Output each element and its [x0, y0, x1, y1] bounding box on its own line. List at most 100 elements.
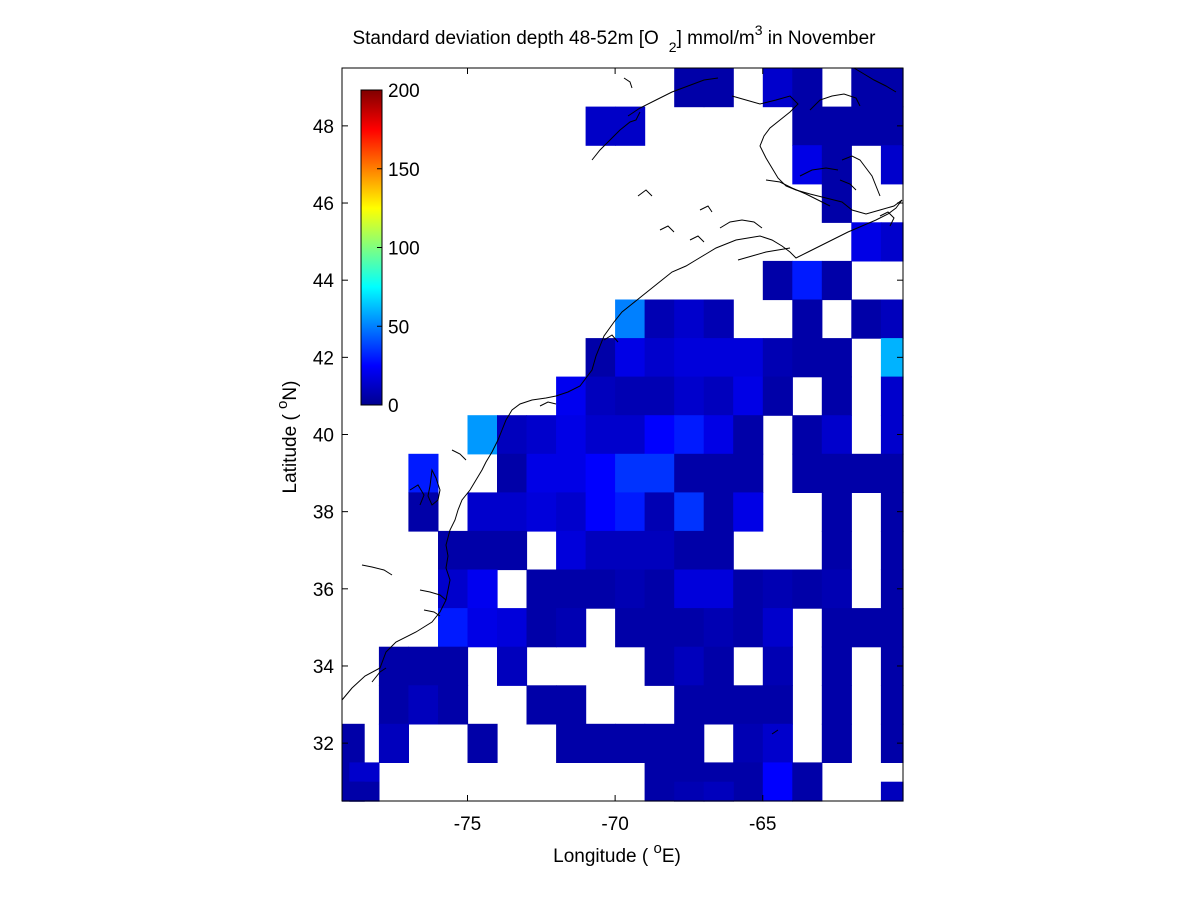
heatmap-cell	[703, 492, 734, 532]
heatmap-cell	[615, 492, 646, 532]
heatmap-cell	[467, 415, 498, 455]
y-tick-label: 48	[313, 117, 334, 138]
heatmap-cell	[762, 260, 793, 301]
heatmap-cell	[438, 608, 469, 648]
heatmap-cell	[762, 723, 793, 763]
heatmap-cell	[467, 608, 498, 648]
heatmap-cell	[526, 608, 557, 648]
y-tick-label: 40	[313, 426, 334, 447]
heatmap-cell	[821, 530, 852, 571]
heatmap-cell	[762, 685, 793, 725]
heatmap-cell	[880, 376, 904, 416]
x-tick-label: -65	[749, 814, 776, 835]
heatmap-cell	[644, 569, 675, 609]
heatmap-cell	[674, 608, 705, 648]
heatmap-cell	[674, 453, 705, 493]
heatmap-cell	[674, 376, 705, 416]
heatmap-cell	[762, 68, 793, 108]
y-label-degree-sup: o	[274, 401, 291, 409]
heatmap-cell	[674, 415, 705, 455]
heatmap-cell	[821, 415, 852, 455]
heatmap-cell	[733, 762, 764, 802]
title-superscript: 3	[755, 22, 763, 38]
heatmap-cell	[792, 145, 823, 185]
heatmap-cell	[821, 376, 852, 416]
heatmap-cell	[644, 646, 675, 686]
y-axis-ticks: 32 34 36 38 40 42 44 46 48	[313, 117, 903, 755]
heatmap-cell	[497, 453, 528, 493]
heatmap-cell	[674, 646, 705, 686]
title-subscript: 2	[669, 39, 677, 55]
chart-title: Standard deviation depth 48-52m [O 2] mmo…	[352, 22, 876, 55]
y-tick-label: 32	[313, 734, 334, 755]
heatmap-cell	[851, 608, 882, 648]
heatmap-cell	[762, 646, 793, 686]
heatmap-cell	[851, 299, 882, 339]
heatmap-cell	[615, 723, 646, 763]
heatmap-cell	[585, 376, 616, 416]
heatmap-cell	[467, 492, 498, 532]
heatmap-cell	[733, 415, 764, 455]
heatmap-cell	[615, 415, 646, 455]
heatmap-cell	[880, 338, 904, 378]
y-tick-label: 36	[313, 580, 334, 601]
heatmap-cell	[438, 530, 469, 571]
heatmap-cell	[703, 646, 734, 686]
heatmap-cell	[585, 453, 616, 493]
heatmap-cell	[615, 608, 646, 648]
heatmap-cell	[585, 106, 616, 146]
heatmap-cell	[880, 723, 904, 763]
heatmap-cell	[556, 569, 587, 609]
heatmap-cell	[703, 415, 734, 455]
heatmap-cell	[644, 453, 675, 493]
heatmap-cell	[556, 453, 587, 493]
heatmap-cell	[880, 646, 904, 686]
heatmap-cell	[792, 569, 823, 609]
x-tick-label: -70	[601, 814, 628, 835]
heatmap-cell	[585, 492, 616, 532]
heatmap-cell	[703, 569, 734, 609]
heatmap-cell	[792, 106, 823, 146]
heatmap-cell	[615, 453, 646, 493]
colorbar-tick-label: 150	[388, 160, 420, 181]
heatmap-cell	[821, 338, 852, 378]
heatmap-cell	[497, 530, 528, 571]
heatmap-cell	[880, 781, 904, 802]
heatmap-cell	[792, 260, 823, 301]
colorbar-tick-label: 200	[388, 81, 420, 102]
heatmap-cell	[762, 376, 793, 416]
heatmap-cell	[467, 530, 498, 571]
heatmap-cell	[762, 569, 793, 609]
heatmap-cell	[674, 338, 705, 378]
heatmap-cell	[821, 260, 852, 301]
heatmap-cell	[467, 723, 498, 763]
heatmap-cell	[585, 530, 616, 571]
heatmap-cell	[556, 723, 587, 763]
heatmap-cell	[342, 723, 365, 763]
x-axis-label: Longitude ( oE)	[553, 840, 681, 867]
heatmap-cell	[821, 183, 852, 223]
heatmap-cell	[644, 415, 675, 455]
heatmap-cell	[821, 646, 852, 686]
heatmap-cell	[497, 646, 528, 686]
heatmap-cell	[556, 415, 587, 455]
heatmap-cell	[556, 376, 587, 416]
heatmap-cell	[644, 530, 675, 571]
heatmap-cell	[497, 608, 528, 648]
heatmap-cell	[762, 338, 793, 378]
heatmap-cell	[644, 338, 675, 378]
heatmap-cell	[703, 338, 734, 378]
heatmap-cell	[733, 376, 764, 416]
heatmap-cell	[821, 106, 852, 146]
heatmap-cell	[408, 685, 439, 725]
heatmap-cell	[615, 530, 646, 571]
heatmap-cell	[644, 762, 675, 802]
heatmap-cell	[378, 685, 409, 725]
heatmap-cell	[615, 376, 646, 416]
heatmap-cell	[585, 569, 616, 609]
heatmap-cell	[792, 299, 823, 339]
heatmap-cell	[733, 492, 764, 532]
x-label-degree-sup: o	[654, 840, 662, 857]
heatmap-cell	[644, 608, 675, 648]
heatmap-cell	[585, 723, 616, 763]
